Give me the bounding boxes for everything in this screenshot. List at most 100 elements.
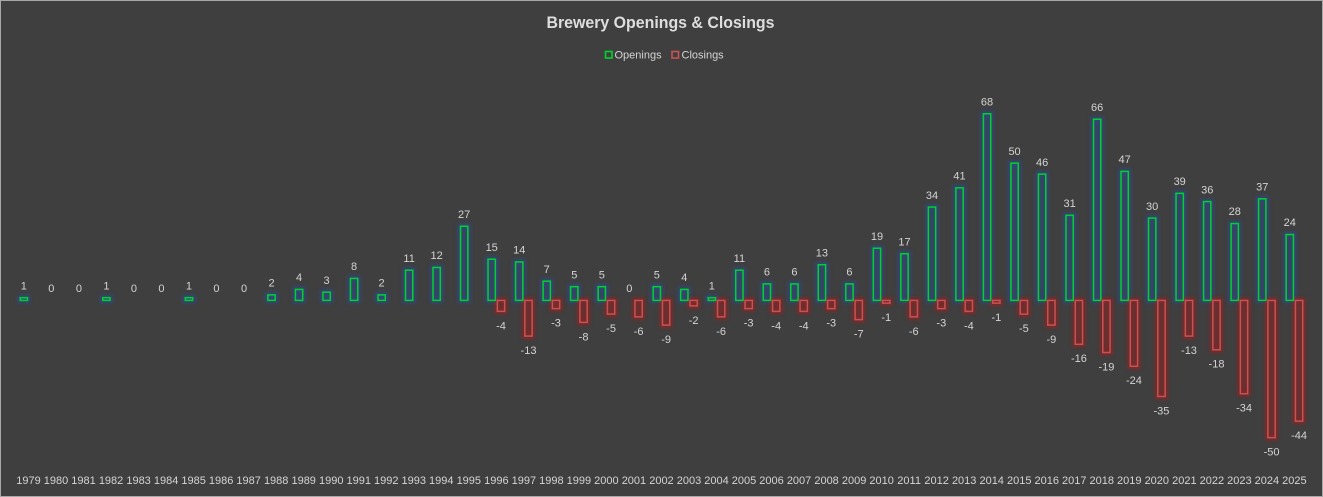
svg-text:3: 3 <box>324 275 330 287</box>
svg-text:1984: 1984 <box>154 475 178 487</box>
svg-text:0: 0 <box>48 283 54 295</box>
svg-text:1987: 1987 <box>236 475 260 487</box>
svg-text:1980: 1980 <box>44 475 68 487</box>
svg-text:2015: 2015 <box>1007 475 1031 487</box>
svg-text:2000: 2000 <box>594 475 618 487</box>
svg-text:1: 1 <box>21 280 27 292</box>
svg-text:-4: -4 <box>496 320 506 332</box>
svg-text:0: 0 <box>626 283 632 295</box>
svg-text:31: 31 <box>1063 198 1075 210</box>
svg-text:28: 28 <box>1229 206 1241 218</box>
svg-text:2006: 2006 <box>759 475 783 487</box>
svg-text:2: 2 <box>268 278 274 290</box>
svg-text:2021: 2021 <box>1172 475 1196 487</box>
svg-text:5: 5 <box>599 269 605 281</box>
svg-text:4: 4 <box>681 272 687 284</box>
svg-text:-1: -1 <box>991 312 1001 324</box>
svg-text:1986: 1986 <box>209 475 233 487</box>
svg-text:2009: 2009 <box>842 475 866 487</box>
svg-text:1995: 1995 <box>457 475 481 487</box>
svg-text:2005: 2005 <box>732 475 756 487</box>
svg-text:36: 36 <box>1201 184 1213 196</box>
svg-text:-34: -34 <box>1236 403 1252 415</box>
svg-text:2017: 2017 <box>1062 475 1086 487</box>
svg-text:-5: -5 <box>606 323 616 335</box>
svg-text:1991: 1991 <box>346 475 370 487</box>
svg-text:-3: -3 <box>551 318 561 330</box>
svg-text:17: 17 <box>898 236 910 248</box>
svg-text:-19: -19 <box>1098 361 1114 373</box>
svg-text:-44: -44 <box>1291 430 1307 442</box>
svg-text:-3: -3 <box>744 318 754 330</box>
svg-text:-16: -16 <box>1071 353 1087 365</box>
svg-text:2: 2 <box>379 278 385 290</box>
svg-text:-6: -6 <box>716 326 726 338</box>
svg-text:2024: 2024 <box>1255 475 1279 487</box>
svg-text:1985: 1985 <box>181 475 205 487</box>
svg-text:-7: -7 <box>854 329 864 341</box>
svg-text:11: 11 <box>734 253 745 265</box>
svg-text:0: 0 <box>131 283 137 295</box>
svg-text:13: 13 <box>816 247 828 259</box>
svg-text:27: 27 <box>458 209 470 221</box>
svg-text:1993: 1993 <box>402 475 426 487</box>
svg-text:-2: -2 <box>689 315 699 327</box>
svg-text:Closings: Closings <box>682 50 725 62</box>
svg-text:2016: 2016 <box>1034 475 1058 487</box>
svg-text:11: 11 <box>403 253 414 265</box>
svg-text:-4: -4 <box>771 320 781 332</box>
svg-text:2019: 2019 <box>1117 475 1141 487</box>
svg-text:6: 6 <box>791 267 797 279</box>
svg-text:68: 68 <box>981 96 993 108</box>
svg-text:1988: 1988 <box>264 475 288 487</box>
svg-text:2002: 2002 <box>649 475 673 487</box>
svg-text:1998: 1998 <box>539 475 563 487</box>
svg-text:-3: -3 <box>936 318 946 330</box>
svg-text:1981: 1981 <box>71 475 95 487</box>
svg-text:2023: 2023 <box>1227 475 1251 487</box>
svg-text:0: 0 <box>76 283 82 295</box>
svg-text:-13: -13 <box>521 345 537 357</box>
svg-text:1996: 1996 <box>484 475 508 487</box>
svg-text:-9: -9 <box>1046 334 1056 346</box>
svg-text:14: 14 <box>513 245 525 257</box>
svg-text:7: 7 <box>544 264 550 276</box>
svg-text:6: 6 <box>846 267 852 279</box>
svg-text:39: 39 <box>1174 176 1186 188</box>
svg-text:-3: -3 <box>826 318 836 330</box>
svg-text:12: 12 <box>431 250 443 262</box>
svg-text:1997: 1997 <box>512 475 536 487</box>
svg-text:66: 66 <box>1091 102 1103 114</box>
svg-text:1989: 1989 <box>291 475 315 487</box>
svg-text:6: 6 <box>764 267 770 279</box>
svg-text:46: 46 <box>1036 157 1048 169</box>
svg-text:4: 4 <box>296 272 302 284</box>
svg-text:15: 15 <box>486 242 498 254</box>
svg-text:-6: -6 <box>634 326 644 338</box>
svg-text:-9: -9 <box>661 334 671 346</box>
svg-text:47: 47 <box>1119 154 1131 166</box>
svg-text:0: 0 <box>241 283 247 295</box>
svg-text:2008: 2008 <box>814 475 838 487</box>
svg-text:Brewery Openings & Closings: Brewery Openings & Closings <box>547 13 775 32</box>
svg-text:2020: 2020 <box>1145 475 1169 487</box>
svg-text:2018: 2018 <box>1090 475 1114 487</box>
svg-text:0: 0 <box>213 283 219 295</box>
svg-text:-5: -5 <box>1019 323 1029 335</box>
svg-text:2022: 2022 <box>1200 475 1224 487</box>
svg-text:0: 0 <box>158 283 164 295</box>
svg-text:1: 1 <box>709 280 715 292</box>
svg-text:1999: 1999 <box>567 475 591 487</box>
svg-text:2011: 2011 <box>897 475 921 487</box>
svg-text:8: 8 <box>351 261 357 273</box>
svg-text:2014: 2014 <box>979 475 1003 487</box>
svg-text:24: 24 <box>1284 217 1296 229</box>
svg-text:5: 5 <box>571 269 577 281</box>
svg-text:30: 30 <box>1146 201 1158 213</box>
svg-text:5: 5 <box>654 269 660 281</box>
svg-text:2025: 2025 <box>1282 475 1306 487</box>
svg-text:-35: -35 <box>1154 405 1170 417</box>
svg-text:19: 19 <box>871 231 883 243</box>
svg-text:-50: -50 <box>1264 447 1280 459</box>
svg-text:1983: 1983 <box>126 475 150 487</box>
